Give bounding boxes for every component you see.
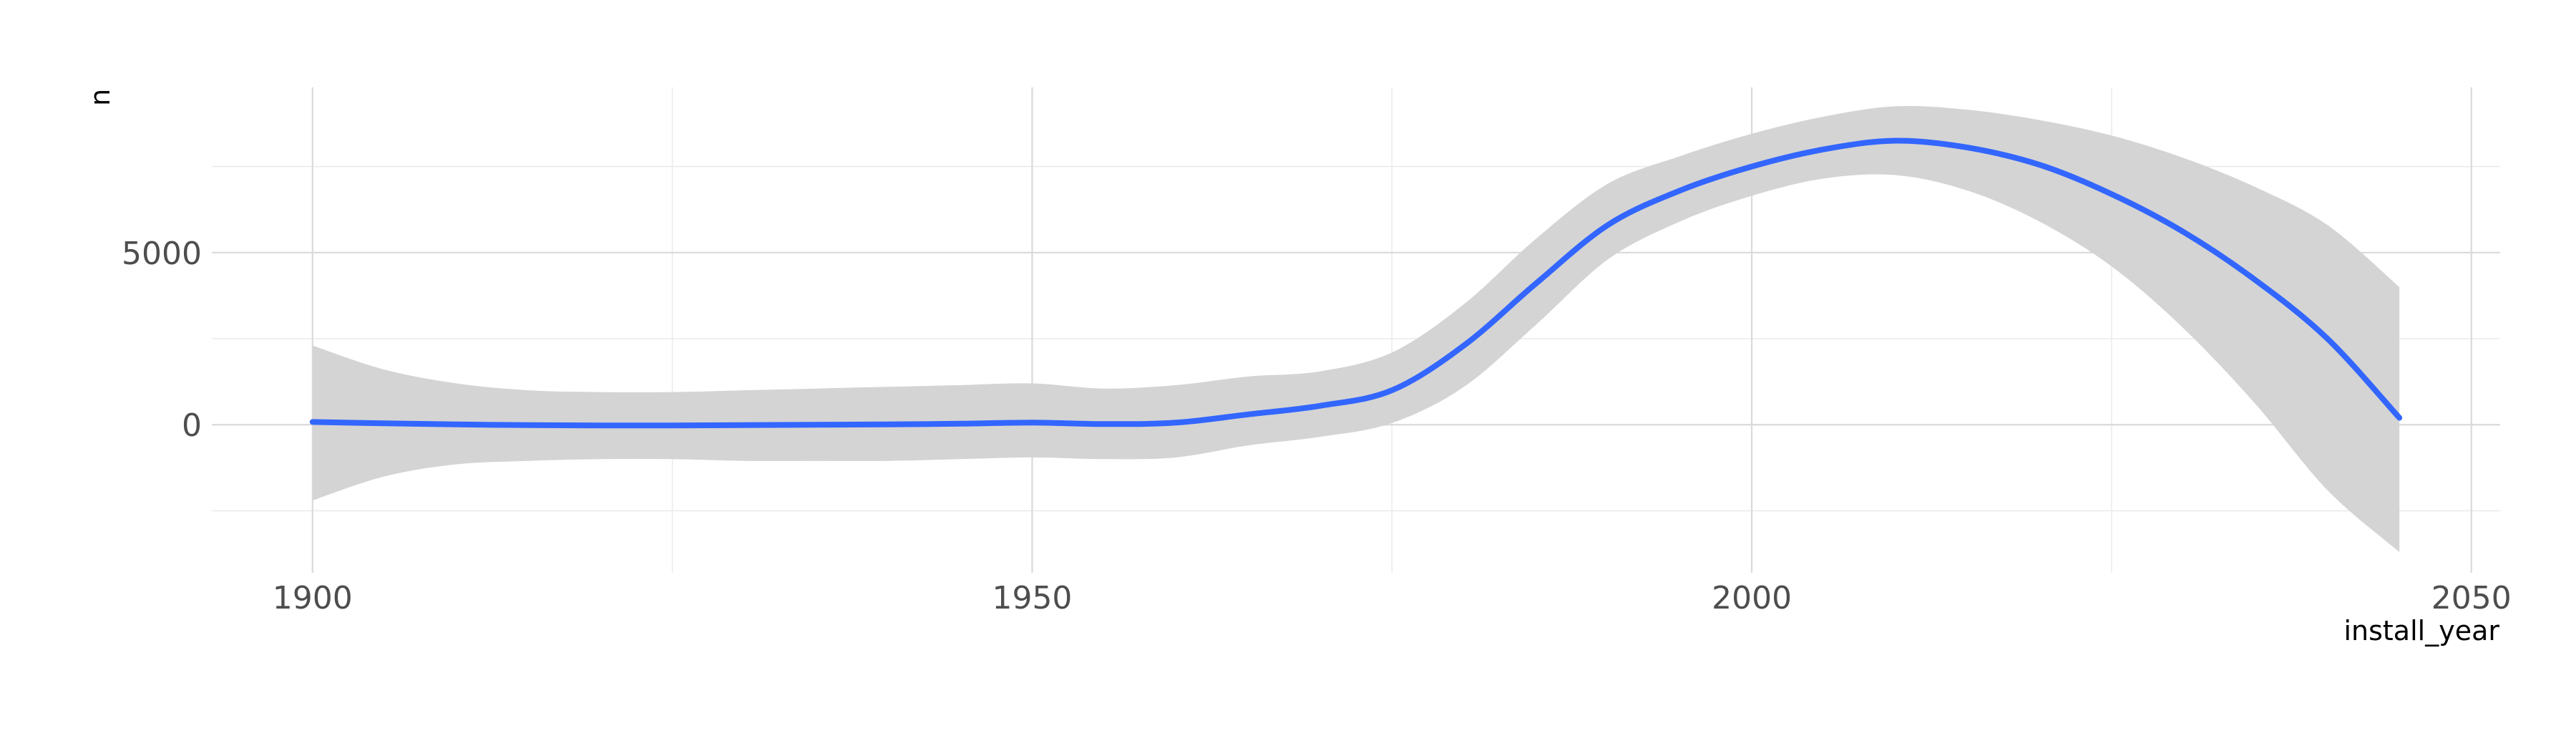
major-gridlines-x xyxy=(311,87,2472,573)
x-tick-label: 1900 xyxy=(273,580,353,616)
x-tick-label: 2000 xyxy=(1712,580,1792,616)
confidence-ribbon xyxy=(312,105,2400,553)
x-axis-title: install_year xyxy=(2343,615,2499,647)
smooth-line xyxy=(309,137,2403,429)
y-tick-label: 0 xyxy=(182,407,202,444)
y-tick-labels: 0 5000 xyxy=(122,236,202,444)
y-tick-label: 5000 xyxy=(122,236,202,272)
x-tick-labels: 1900 1950 2000 2050 xyxy=(273,580,2512,616)
x-tick-label: 2050 xyxy=(2431,580,2512,616)
x-tick-label: 1950 xyxy=(992,580,1072,616)
y-axis-title: n xyxy=(84,89,116,106)
